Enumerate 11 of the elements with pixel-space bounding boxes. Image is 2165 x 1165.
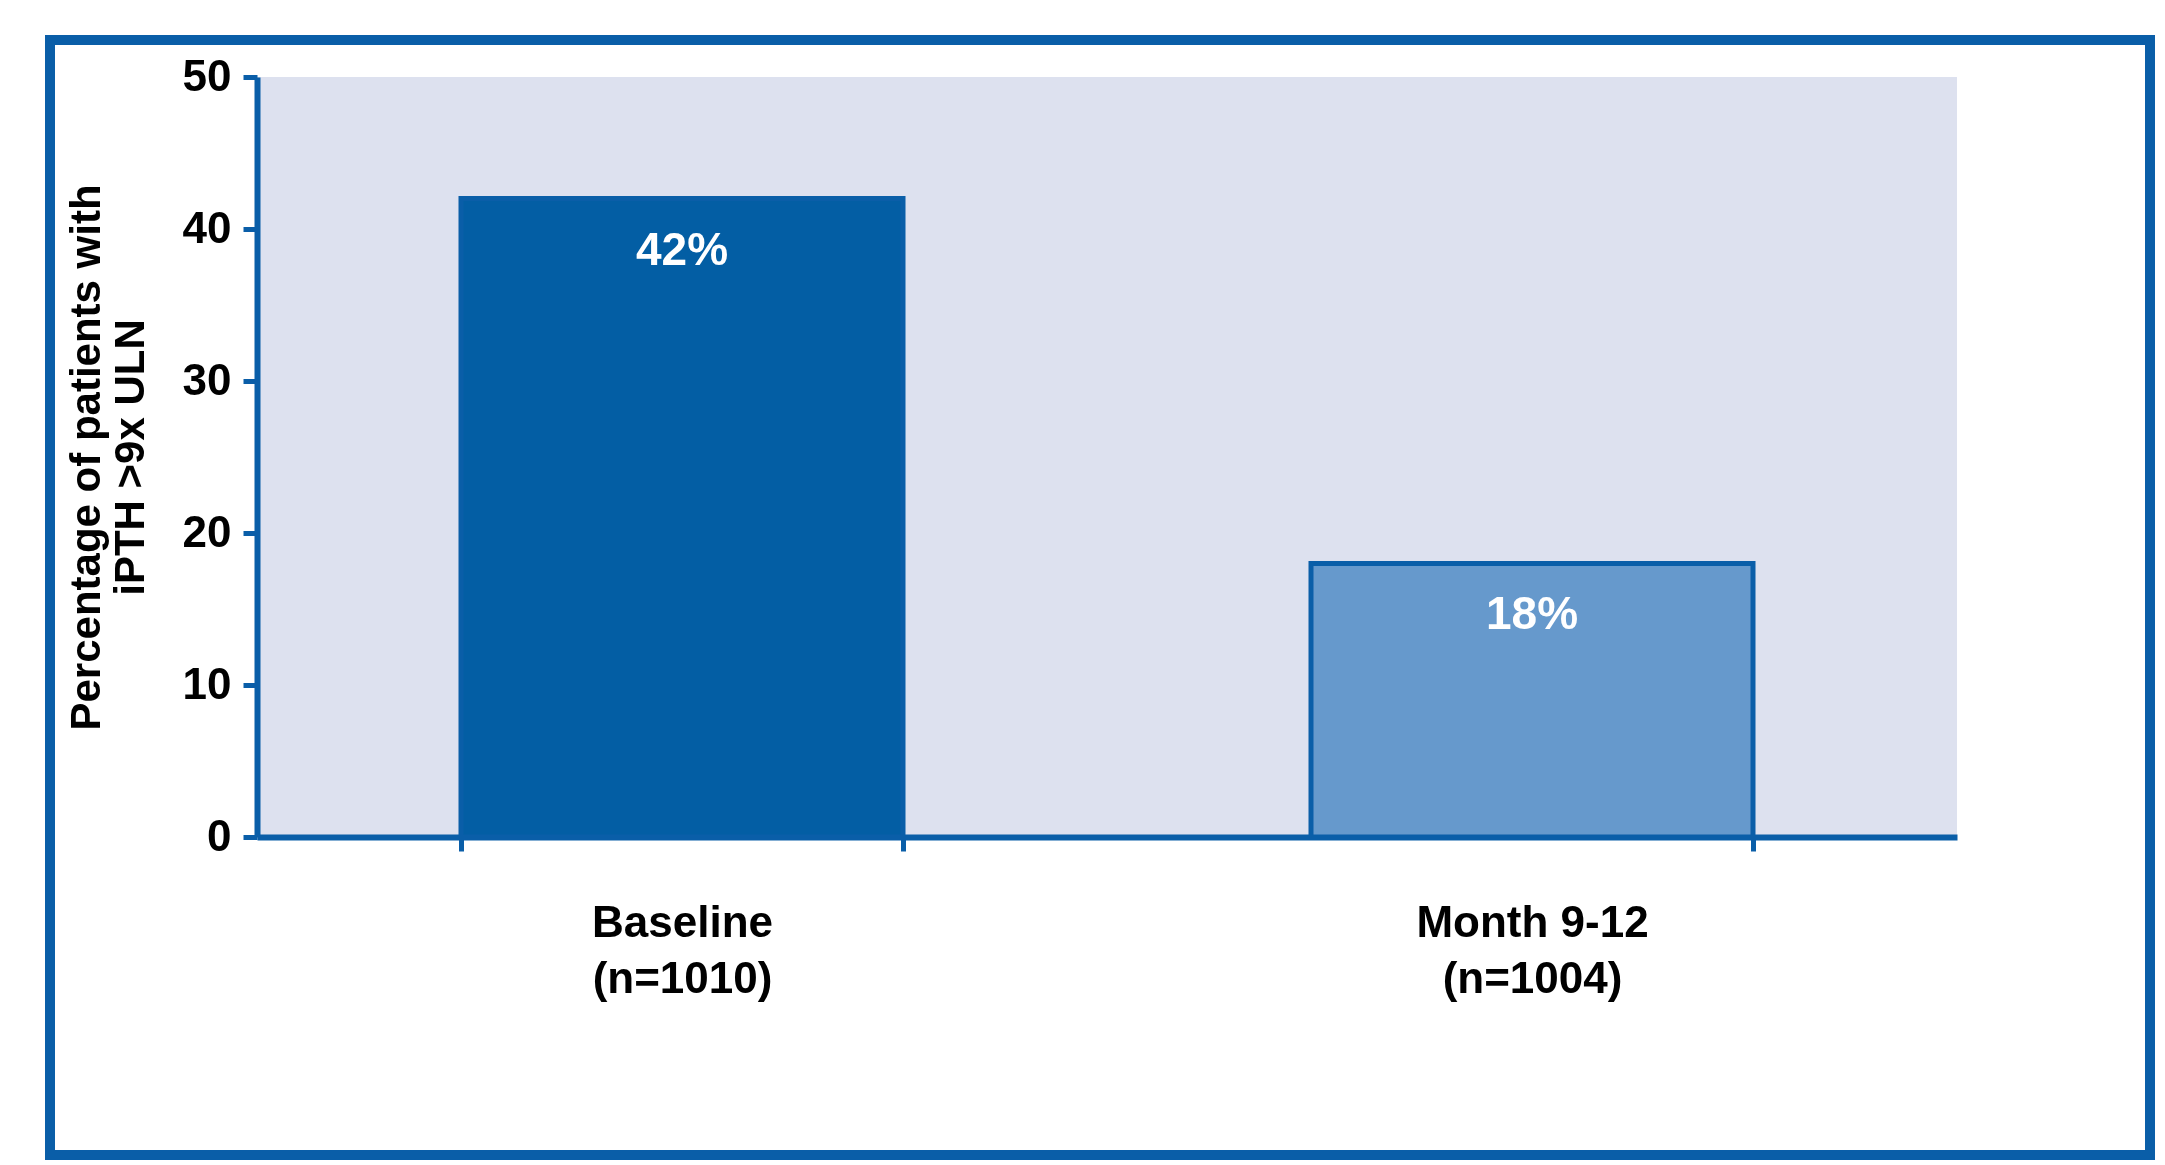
y-tick-label: 20 (182, 506, 232, 556)
y-tick-label: 0 (207, 810, 232, 860)
y-tick-label: 10 (182, 658, 232, 708)
y-tick-label: 30 (182, 354, 232, 404)
y-axis-title: Percentage of patients with iPTH >9x ULN (61, 184, 153, 731)
y-tick-label: 40 (182, 202, 232, 252)
data-label: 42% (635, 222, 729, 275)
x-tick-label: Month 9-12 (n=1004) (1416, 896, 1649, 1002)
data-label: 18% (1485, 587, 1579, 640)
x-tick-label: Baseline (n=1010) (592, 896, 773, 1002)
y-tick-label: 50 (182, 50, 232, 100)
